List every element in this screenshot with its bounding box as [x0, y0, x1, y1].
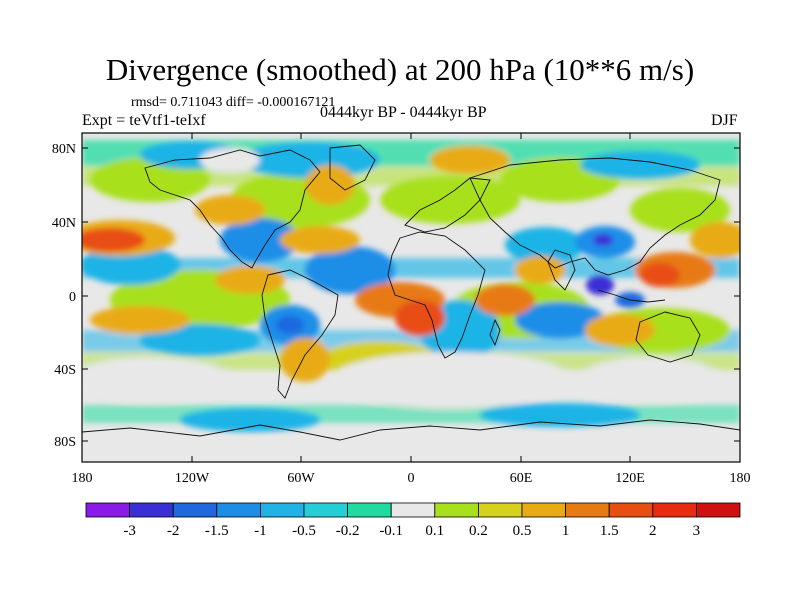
- colorbar-box: [390, 502, 436, 518]
- longitude-axis: 180 120W 60W 0 60E 120E 180: [72, 133, 751, 486]
- colorbar-label: -0.5: [292, 523, 316, 539]
- colorbar-label: -0.2: [336, 523, 360, 539]
- colorbar-label: 0.5: [513, 523, 532, 539]
- colorbar-box: [434, 502, 479, 518]
- colorbar-label: 1: [562, 523, 570, 539]
- colorbar-box: [521, 502, 566, 518]
- colorbar-box: [565, 502, 610, 518]
- lat-tick-label: 80S: [54, 435, 76, 450]
- map-title: Divergence (smoothed) at 200 hPa (10**6 …: [105, 52, 695, 87]
- coastline-indonesia: [597, 289, 666, 303]
- colorbar-label: 3: [693, 523, 701, 539]
- coastline-madagascar: [489, 318, 501, 347]
- colorbar-box: [216, 502, 261, 518]
- colorbar-box: [696, 502, 741, 518]
- colorbar-label: -3: [123, 523, 136, 539]
- coastline-europe: [404, 177, 491, 233]
- colorbar-box: [477, 502, 523, 518]
- coastline-australia: [635, 311, 701, 363]
- lat-tick-label: 40S: [54, 363, 76, 378]
- divergence-field: [82, 140, 740, 462]
- colorbar-box: [172, 502, 218, 518]
- colorbar-label: -1: [254, 523, 267, 539]
- stats-text: rmsd= 0.711043 diff= -0.000167121: [131, 95, 336, 110]
- lon-tick-label: 120E: [615, 471, 645, 486]
- colorbar-label: 1.5: [600, 523, 619, 539]
- latitude-axis: 80N 40N 0 40S 80S: [52, 142, 740, 450]
- colorbar-label: -2: [167, 523, 180, 539]
- lon-tick-label: 180: [72, 471, 93, 486]
- coastline-africa: [387, 231, 486, 359]
- colorbar-box: [129, 502, 174, 518]
- coastline-south-america: [261, 269, 339, 399]
- colorbar-box: [85, 502, 130, 518]
- coastline-india: [547, 249, 576, 291]
- colorbar: -3 -2 -1.5 -1 -0.5 -0.2 -0.1 0.1 0.2 0.5 1 1.5 2 3: [85, 502, 741, 539]
- lon-tick-label: 0: [408, 471, 415, 486]
- colorbar-label: 0.2: [469, 523, 488, 539]
- lon-tick-label: 60W: [287, 471, 315, 486]
- coastline-antarctica: [82, 419, 740, 441]
- coastline-asia: [469, 157, 721, 276]
- colorbar-label: -0.1: [379, 523, 403, 539]
- period-label: 0444kyr BP - 0444kyr BP: [320, 104, 487, 121]
- colorbar-box: [608, 502, 654, 518]
- experiment-label: Expt = teVtf1-teIxf: [82, 112, 206, 129]
- coastline-greenland: [329, 144, 376, 191]
- lat-tick-label: 80N: [52, 142, 76, 157]
- colorbar-box: [652, 502, 697, 518]
- lat-tick-label: 0: [69, 290, 76, 305]
- colorbar-label: 0.1: [425, 523, 444, 539]
- lon-tick-label: 180: [730, 471, 751, 486]
- lon-tick-label: 60E: [510, 471, 533, 486]
- colorbar-label: 2: [649, 523, 657, 539]
- lat-tick-label: 40N: [52, 216, 76, 231]
- colorbar-box: [347, 502, 392, 518]
- season-label: DJF: [711, 112, 738, 129]
- coastlines: [82, 144, 740, 441]
- colorbar-label: -1.5: [205, 523, 229, 539]
- coastline-north-america: [144, 149, 321, 269]
- colorbar-box: [259, 502, 305, 518]
- lon-tick-label: 120W: [175, 471, 210, 486]
- colorbar-box: [303, 502, 348, 518]
